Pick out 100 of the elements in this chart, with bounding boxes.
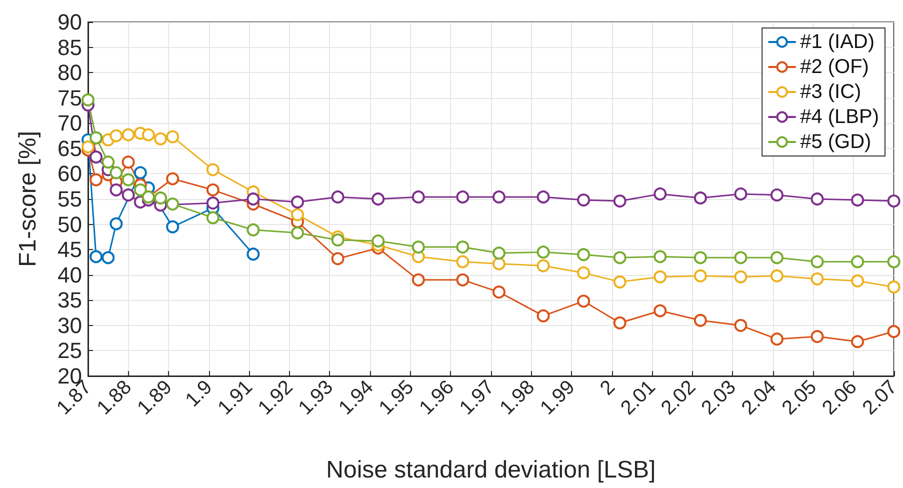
point xyxy=(372,234,385,248)
point xyxy=(246,248,260,261)
point xyxy=(82,140,94,154)
point xyxy=(110,129,123,142)
legend-label: #4 (LBP) xyxy=(800,106,880,128)
point xyxy=(142,128,155,142)
legend-label: #3 (IC) xyxy=(800,81,862,103)
point xyxy=(887,280,900,294)
point xyxy=(122,188,135,202)
point xyxy=(90,150,103,164)
point xyxy=(851,194,864,207)
point xyxy=(654,304,667,318)
point xyxy=(654,250,667,264)
point xyxy=(694,251,707,264)
y-tick-label: 65 xyxy=(58,136,82,161)
x-axis-title: Noise standard deviation [LSB] xyxy=(326,456,656,484)
y-tick-label: 60 xyxy=(58,161,82,186)
point xyxy=(887,325,900,338)
point xyxy=(810,192,824,206)
point xyxy=(770,332,784,346)
y-tick-label: 75 xyxy=(58,85,82,110)
point xyxy=(291,208,304,222)
legend-label: #2 (OF) xyxy=(800,56,869,78)
point xyxy=(654,187,667,200)
y-tick-label: 90 xyxy=(58,10,82,34)
point xyxy=(654,270,667,284)
point xyxy=(770,251,784,264)
point xyxy=(110,183,123,196)
point xyxy=(134,183,147,196)
y-tick-label: 35 xyxy=(58,288,82,313)
point xyxy=(694,314,707,327)
point xyxy=(810,330,824,344)
point xyxy=(810,272,824,286)
point xyxy=(734,251,748,264)
point xyxy=(122,128,135,142)
point xyxy=(536,190,550,204)
point xyxy=(577,294,590,308)
y-tick-label: 70 xyxy=(58,110,82,136)
point xyxy=(536,259,550,272)
point xyxy=(577,248,590,262)
point xyxy=(770,269,784,282)
point xyxy=(291,226,304,240)
point xyxy=(90,131,103,144)
point xyxy=(810,255,824,268)
legend-label: #1 (IAD) xyxy=(800,31,875,53)
point xyxy=(412,190,425,204)
point xyxy=(134,166,147,180)
y-tick-label: 85 xyxy=(58,34,82,60)
y-tick-label: 55 xyxy=(58,186,82,212)
point xyxy=(331,233,344,246)
point xyxy=(206,211,220,224)
point xyxy=(154,132,168,146)
point xyxy=(102,156,115,169)
y-tick-label: 80 xyxy=(58,60,82,86)
point xyxy=(110,166,123,180)
point xyxy=(412,273,425,286)
y-tick-label: 50 xyxy=(58,212,82,237)
point xyxy=(734,270,748,284)
point xyxy=(122,173,135,186)
point xyxy=(456,240,470,254)
point xyxy=(694,191,707,204)
point xyxy=(613,194,626,208)
point xyxy=(206,183,220,196)
point xyxy=(577,194,590,207)
point xyxy=(613,251,626,264)
y-tick-label: 30 xyxy=(58,312,82,338)
point xyxy=(90,250,103,264)
point xyxy=(456,273,470,286)
point xyxy=(246,192,260,206)
point xyxy=(536,246,550,259)
point xyxy=(331,252,344,266)
point xyxy=(887,194,900,208)
point xyxy=(166,130,180,144)
point xyxy=(166,172,180,186)
point xyxy=(122,156,135,169)
y-tick-label: 40 xyxy=(58,262,82,288)
point xyxy=(456,255,470,268)
y-axis-title: F1-score [%] xyxy=(14,130,42,268)
point xyxy=(851,335,864,348)
y-tick-label: 25 xyxy=(58,338,82,364)
point xyxy=(851,255,864,268)
point xyxy=(577,266,590,280)
point xyxy=(331,190,344,204)
y-tick-label: 45 xyxy=(58,237,82,262)
point xyxy=(90,173,103,186)
point xyxy=(613,275,626,288)
point xyxy=(166,220,180,234)
point xyxy=(734,318,748,332)
point xyxy=(492,286,506,299)
point xyxy=(110,217,123,230)
point xyxy=(851,274,864,288)
point xyxy=(887,255,900,268)
point xyxy=(492,190,506,204)
point xyxy=(694,269,707,282)
legend-label: #5 (GD) xyxy=(800,131,872,153)
point xyxy=(536,309,550,322)
point xyxy=(492,246,506,260)
point xyxy=(770,188,784,202)
point xyxy=(734,187,748,200)
point xyxy=(492,257,506,270)
